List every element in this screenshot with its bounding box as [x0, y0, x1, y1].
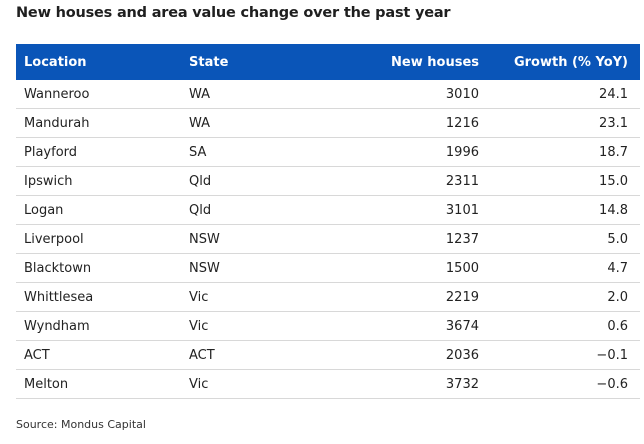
- cell-growth: 18.7: [479, 137, 640, 167]
- cell-new-houses: 3732: [339, 369, 479, 399]
- cell-growth: 5.0: [479, 224, 640, 254]
- header-state: State: [189, 44, 339, 80]
- table-row: Logan Qld 3101 14.8: [16, 195, 640, 225]
- cell-new-houses: 1500: [339, 253, 479, 283]
- table-row: Wanneroo WA 3010 24.1: [16, 80, 640, 109]
- cell-location: Wyndham: [16, 311, 189, 341]
- cell-location: Wanneroo: [16, 80, 189, 109]
- cell-location: Logan: [16, 195, 189, 225]
- cell-growth: 24.1: [479, 80, 640, 109]
- table-row: Wyndham Vic 3674 0.6: [16, 311, 640, 341]
- cell-new-houses: 1237: [339, 224, 479, 254]
- data-table: Location State New houses Growth (% YoY)…: [16, 44, 640, 399]
- cell-state: SA: [189, 137, 339, 167]
- cell-state: NSW: [189, 253, 339, 283]
- cell-new-houses: 3674: [339, 311, 479, 341]
- cell-new-houses: 3101: [339, 195, 479, 225]
- cell-state: Vic: [189, 282, 339, 312]
- cell-location: ACT: [16, 340, 189, 370]
- header-growth: Growth (% YoY): [479, 44, 640, 80]
- cell-location: Liverpool: [16, 224, 189, 254]
- cell-state: WA: [189, 108, 339, 138]
- cell-growth: 14.8: [479, 195, 640, 225]
- cell-location: Blacktown: [16, 253, 189, 283]
- cell-new-houses: 1996: [339, 137, 479, 167]
- cell-growth: 15.0: [479, 166, 640, 196]
- cell-new-houses: 3010: [339, 80, 479, 109]
- table-title: New houses and area value change over th…: [16, 5, 451, 21]
- cell-growth: 23.1: [479, 108, 640, 138]
- cell-new-houses: 2036: [339, 340, 479, 370]
- header-row: Location State New houses Growth (% YoY): [16, 44, 640, 80]
- cell-state: WA: [189, 80, 339, 109]
- table-row: ACT ACT 2036 −0.1: [16, 340, 640, 370]
- table-row: Whittlesea Vic 2219 2.0: [16, 282, 640, 312]
- table-row: Mandurah WA 1216 23.1: [16, 108, 640, 138]
- cell-growth: −0.6: [479, 369, 640, 399]
- cell-state: ACT: [189, 340, 339, 370]
- cell-state: NSW: [189, 224, 339, 254]
- cell-location: Whittlesea: [16, 282, 189, 312]
- cell-state: Qld: [189, 195, 339, 225]
- cell-new-houses: 2219: [339, 282, 479, 312]
- cell-state: Qld: [189, 166, 339, 196]
- cell-location: Mandurah: [16, 108, 189, 138]
- source-note: Source: Mondus Capital: [16, 418, 146, 431]
- table-row: Blacktown NSW 1500 4.7: [16, 253, 640, 283]
- cell-growth: 2.0: [479, 282, 640, 312]
- cell-new-houses: 2311: [339, 166, 479, 196]
- cell-location: Melton: [16, 369, 189, 399]
- cell-state: Vic: [189, 369, 339, 399]
- table-row: Ipswich Qld 2311 15.0: [16, 166, 640, 196]
- cell-new-houses: 1216: [339, 108, 479, 138]
- cell-state: Vic: [189, 311, 339, 341]
- table-row: Melton Vic 3732 −0.6: [16, 369, 640, 399]
- cell-growth: 4.7: [479, 253, 640, 283]
- header-new-houses: New houses: [339, 44, 479, 80]
- header-location: Location: [16, 44, 189, 80]
- table-header: Location State New houses Growth (% YoY): [16, 44, 640, 80]
- cell-location: Ipswich: [16, 166, 189, 196]
- table-row: Playford SA 1996 18.7: [16, 137, 640, 167]
- cell-growth: −0.1: [479, 340, 640, 370]
- cell-location: Playford: [16, 137, 189, 167]
- cell-growth: 0.6: [479, 311, 640, 341]
- table-row: Liverpool NSW 1237 5.0: [16, 224, 640, 254]
- table-body: Wanneroo WA 3010 24.1 Mandurah WA 1216 23.1 Play…: [16, 80, 640, 399]
